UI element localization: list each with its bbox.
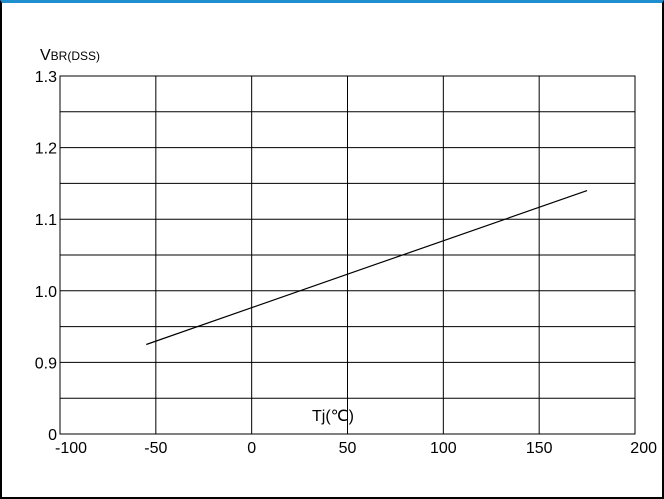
series-group xyxy=(146,189,588,346)
y-tick-label: 1.1 xyxy=(35,212,57,229)
grid-lines xyxy=(60,76,635,434)
y-tick-label: 0 xyxy=(48,427,57,444)
y-tick-labels: 0 0.9 1.0 1.1 1.2 1.3 xyxy=(35,69,57,444)
series-line xyxy=(146,189,588,346)
x-tick-label: -50 xyxy=(144,440,167,457)
y-tick-label: 0.9 xyxy=(35,355,57,372)
x-tick-label: 100 xyxy=(430,440,457,457)
x-tick-label: 200 xyxy=(630,440,657,457)
y-tick-label: 1.3 xyxy=(35,69,57,86)
x-tick-label: -100 xyxy=(55,440,87,457)
x-tick-label: 150 xyxy=(526,440,553,457)
y-tick-label: 1.0 xyxy=(35,284,57,301)
y-tick-label: 1.2 xyxy=(35,141,57,158)
x-tick-label: 0 xyxy=(247,440,256,457)
x-tick-labels: -100 -50 0 50 100 150 200 xyxy=(55,440,657,457)
plot-border xyxy=(59,75,636,435)
x-axis-label: Tj(℃) xyxy=(312,408,354,425)
y-axis-label: VBR(DSS) xyxy=(40,47,100,64)
y-axis-label-main: V xyxy=(40,47,51,64)
y-axis-label-subscript: BR(DSS) xyxy=(51,49,100,63)
x-tick-label: 50 xyxy=(339,440,357,457)
